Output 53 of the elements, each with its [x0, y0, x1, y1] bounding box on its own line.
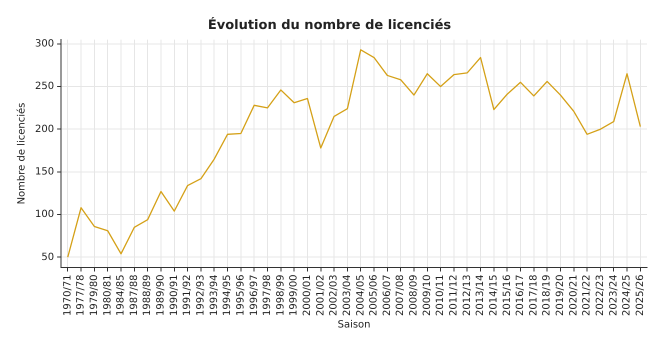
y-tick-label: 100 — [34, 209, 54, 220]
x-tick-label: 2018/19 — [542, 274, 553, 316]
x-tick-label: 2006/07 — [382, 274, 393, 316]
x-tick-label: 1984/85 — [116, 274, 127, 316]
x-tick-label: 1979/80 — [88, 274, 100, 316]
x-tick-label: 1995/96 — [235, 274, 246, 316]
x-tick-label: 1977/78 — [76, 274, 87, 316]
x-tick-label: 2019/20 — [555, 274, 566, 316]
x-tick-label: 2005/06 — [368, 274, 380, 316]
x-tick-label: 2001/02 — [315, 274, 326, 316]
x-tick-label: 2023/24 — [608, 274, 620, 316]
x-tick-label: 1988/89 — [142, 274, 154, 316]
x-tick-label: 2009/10 — [422, 274, 433, 316]
x-tick-label: 1970/71 — [62, 274, 74, 316]
x-tick-label: 2013/14 — [475, 274, 486, 316]
x-tick-label: 1998/99 — [275, 274, 286, 316]
x-tick-label: 2000/01 — [302, 274, 314, 316]
x-tick-label: 2015/16 — [502, 274, 513, 316]
x-tick-label: 2024/25 — [622, 274, 633, 316]
x-tick-label: 1991/92 — [182, 274, 194, 316]
x-tick-label: 2025/26 — [634, 274, 646, 316]
x-axis-title: Saison — [338, 320, 371, 331]
x-tick-label: 2022/23 — [594, 274, 606, 316]
x-tick-label: 2014/15 — [488, 274, 500, 316]
x-tick-label: 2010/11 — [435, 274, 446, 316]
x-tick-label: 2003/04 — [342, 274, 353, 316]
x-tick-label: 1989/90 — [156, 274, 167, 316]
x-tick-label: 2007/08 — [395, 274, 406, 316]
x-tick-label: 1996/97 — [248, 274, 260, 316]
x-tick-label: 2004/05 — [355, 274, 366, 316]
y-tick-label: 50 — [41, 252, 54, 263]
x-tick-label: 2008/09 — [408, 274, 420, 316]
y-axis-title: Nombre de licenciés — [16, 102, 28, 204]
x-tick-label: 2021/22 — [582, 274, 593, 316]
x-tick-label: 1987/88 — [128, 274, 140, 316]
x-tick-label: 1980/81 — [102, 274, 114, 316]
x-tick-label: 1990/91 — [168, 274, 180, 316]
x-tick-label: 1997/98 — [262, 274, 274, 316]
x-tick-label: 1993/94 — [208, 274, 220, 316]
x-tick-label: 2017/18 — [528, 274, 540, 316]
y-tick-label: 150 — [34, 166, 54, 178]
x-tick-label: 2011/12 — [448, 274, 460, 316]
x-tick-label: 1994/95 — [222, 274, 234, 316]
y-tick-label: 300 — [34, 38, 54, 50]
y-tick-label: 250 — [34, 81, 54, 92]
x-tick-label: 2016/17 — [515, 274, 526, 316]
y-tick-label: 200 — [34, 124, 54, 135]
x-tick-label: 2002/03 — [328, 274, 340, 316]
x-tick-label: 1999/00 — [288, 274, 300, 316]
chart-title: Évolution du nombre de licenciés — [208, 16, 452, 34]
x-tick-label: 2020/21 — [568, 274, 580, 316]
x-tick-label: 2012/13 — [462, 274, 473, 316]
x-tick-label: 1992/93 — [196, 274, 206, 316]
